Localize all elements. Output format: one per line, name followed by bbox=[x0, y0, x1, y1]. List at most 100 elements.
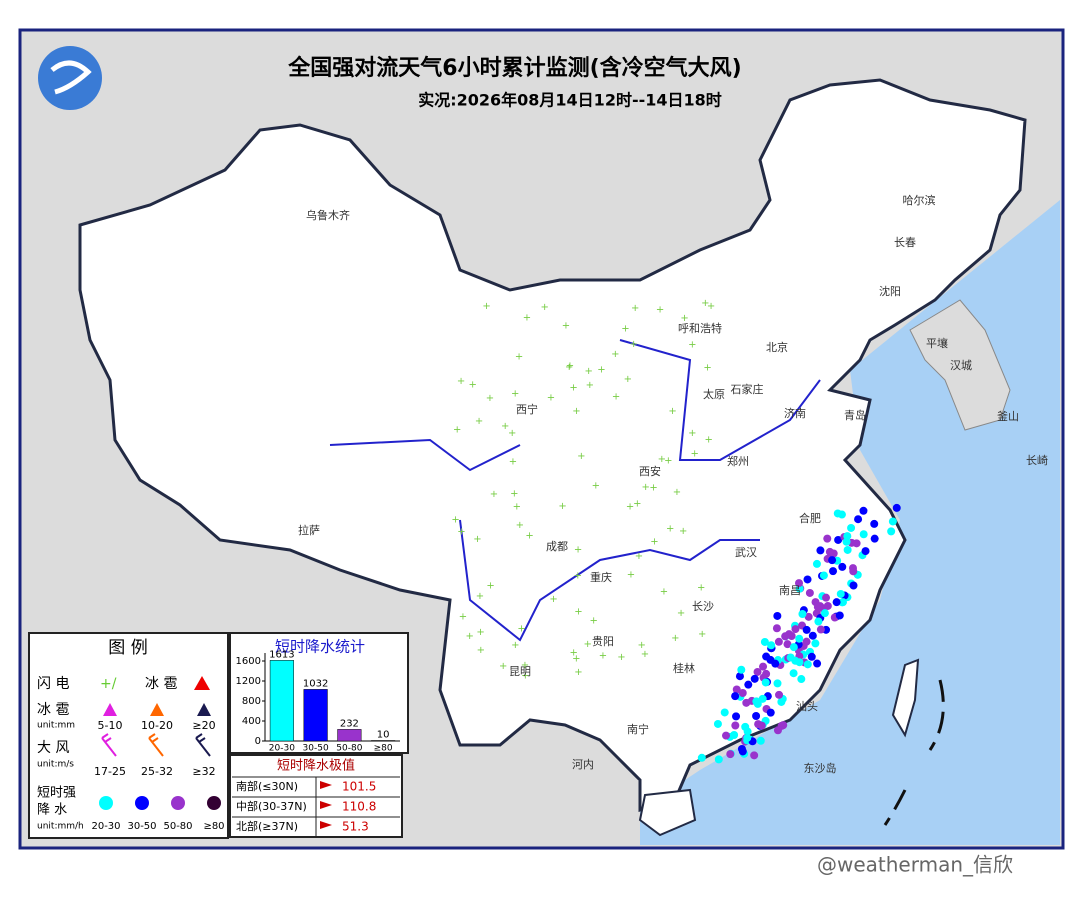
rain-dot bbox=[762, 669, 771, 678]
rain-dot bbox=[820, 609, 829, 618]
rain-dot bbox=[852, 539, 861, 548]
rain-dot bbox=[802, 637, 811, 646]
rain-dot bbox=[744, 680, 753, 689]
lightning-mark: + bbox=[701, 298, 709, 309]
rain-icon bbox=[171, 796, 185, 810]
rain-dot bbox=[849, 581, 858, 590]
lightning-mark: + bbox=[574, 544, 582, 555]
rain-dot bbox=[732, 712, 741, 721]
city-label: 昆明 bbox=[509, 665, 531, 678]
lightning-mark: + bbox=[476, 591, 484, 602]
rain-dot bbox=[767, 641, 776, 650]
lightning-mark: + bbox=[631, 303, 639, 314]
rain-dot bbox=[750, 751, 759, 760]
city-label: 西宁 bbox=[516, 402, 538, 416]
legend: 图 例 闪 电 +/ 冰 雹 冰 雹 unit:mm 大 风 unit:m/s … bbox=[28, 632, 229, 839]
lightning-mark: + bbox=[671, 633, 679, 644]
x-tick-label: 20-30 bbox=[269, 744, 295, 754]
rain-dot bbox=[714, 755, 723, 764]
extreme-value: 110.8 bbox=[342, 800, 376, 814]
lightning-mark: + bbox=[688, 340, 696, 351]
x-tick-label: ≥80 bbox=[374, 744, 393, 754]
rain-dot bbox=[731, 721, 740, 730]
x-tick-label: 30-50 bbox=[303, 744, 329, 754]
lightning-mark: + bbox=[635, 551, 643, 562]
lightning-mark: + bbox=[451, 514, 459, 525]
lightning-mark: + bbox=[459, 612, 467, 623]
rain-dot bbox=[813, 659, 822, 668]
lightning-mark: + bbox=[572, 406, 580, 417]
lightning-mark: + bbox=[698, 629, 706, 640]
y-tick-label: 0 bbox=[255, 736, 261, 747]
rain-dot bbox=[838, 598, 847, 607]
rain-dot bbox=[774, 637, 783, 646]
city-label: 石家庄 bbox=[731, 382, 764, 396]
rain-dot bbox=[775, 690, 784, 699]
rain-dot bbox=[835, 611, 844, 620]
chart-title: 短时降水统计 bbox=[275, 638, 365, 656]
region: 南部(≤30N) bbox=[236, 779, 298, 793]
lightning-mark: + bbox=[617, 652, 625, 663]
lightning-mark: + bbox=[457, 526, 465, 537]
city-label: 拉萨 bbox=[298, 523, 320, 537]
city-label: 东沙岛 bbox=[804, 761, 837, 775]
rain-dot bbox=[756, 736, 765, 745]
lightning-mark: + bbox=[597, 365, 605, 376]
lightning-mark: + bbox=[664, 455, 672, 466]
legend-box bbox=[28, 632, 229, 839]
lightning-mark: + bbox=[677, 608, 685, 619]
hail-icon bbox=[150, 703, 164, 716]
lightning-mark: + bbox=[641, 482, 649, 493]
rain-dot bbox=[870, 534, 879, 543]
rain-dot bbox=[720, 708, 729, 717]
rain-dot bbox=[847, 523, 856, 532]
rain-dot bbox=[892, 503, 901, 512]
lightning-mark: + bbox=[521, 660, 529, 671]
legend-range: 30-50 bbox=[127, 821, 156, 832]
lightning-mark: + bbox=[585, 366, 593, 377]
lightning-mark: + bbox=[668, 406, 676, 417]
city-label: 平壤 bbox=[926, 336, 948, 350]
rain-dot bbox=[773, 726, 782, 735]
nine-dash-line bbox=[883, 679, 945, 826]
lightning-mark: + bbox=[658, 454, 666, 465]
lightning-mark: + bbox=[517, 623, 525, 634]
rain-dot bbox=[697, 753, 706, 762]
rain-dot bbox=[807, 652, 816, 661]
lightning-mark: + bbox=[660, 587, 668, 598]
city-label: 呼和浩特 bbox=[678, 321, 722, 335]
legend-unit: unit:mm bbox=[37, 721, 75, 731]
lightning-mark: + bbox=[612, 392, 620, 403]
city-label: 桂林 bbox=[673, 661, 695, 675]
lightning-mark: + bbox=[473, 534, 481, 545]
lightning-mark: + bbox=[525, 530, 533, 541]
legend-title: 图 例 bbox=[108, 638, 147, 658]
rain-dot bbox=[758, 694, 767, 703]
rain-dot bbox=[825, 547, 834, 556]
rain-dot bbox=[738, 688, 747, 697]
cma-logo bbox=[38, 46, 102, 110]
lightning-mark: + bbox=[679, 526, 687, 537]
lightning-mark: + bbox=[482, 301, 490, 312]
value-label: 1032 bbox=[303, 678, 328, 689]
rain-dot bbox=[816, 546, 825, 555]
lightning-mark: + bbox=[499, 661, 507, 672]
rain-dot bbox=[772, 624, 781, 633]
rain-dot bbox=[759, 662, 768, 671]
rain-dot bbox=[805, 588, 814, 597]
extremes-title: 短时降水极值 bbox=[277, 758, 355, 774]
lightning-mark: + bbox=[562, 321, 570, 332]
lightning-mark: + bbox=[477, 645, 485, 656]
rain-dot bbox=[803, 660, 812, 669]
rain-dot bbox=[842, 537, 851, 546]
rain-dot bbox=[738, 747, 747, 756]
lightning-mark: + bbox=[705, 435, 713, 446]
lightning-mark: + bbox=[569, 382, 577, 393]
rain-dot bbox=[832, 598, 841, 607]
lightning-mark: + bbox=[516, 520, 524, 531]
city-label: 西安 bbox=[639, 464, 661, 478]
lightning-mark: + bbox=[466, 631, 474, 642]
rain-dot bbox=[854, 515, 863, 524]
rain-dot bbox=[823, 534, 832, 543]
